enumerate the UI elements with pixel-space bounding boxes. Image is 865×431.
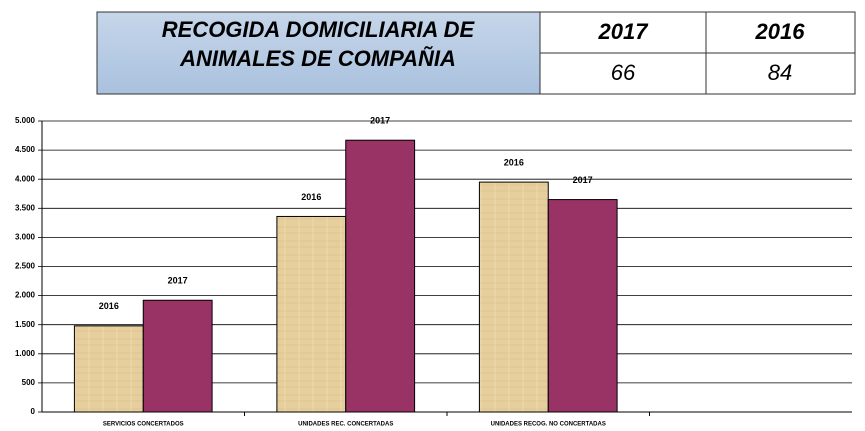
data-label: 2016 [504, 157, 524, 167]
y-tick-label: 0 [31, 407, 36, 416]
y-tick-label: 500 [22, 378, 36, 387]
y-tick-label: 1.000 [15, 349, 36, 358]
value-cell [539, 52, 707, 95]
data-label: 2017 [168, 276, 188, 286]
bar [345, 139, 416, 413]
data-label: 2017 [573, 175, 593, 185]
y-tick-label: 4.500 [15, 145, 36, 154]
y-tick-label: 2.500 [15, 262, 36, 271]
bar [276, 215, 347, 413]
x-tick-label: SERVICIOS CONCERTADOS [103, 422, 184, 426]
summary-table: RECOGIDA DOMICILIARIA DE ANIMALES DE COMP… [96, 11, 856, 95]
table-title: RECOGIDA DOMICILIARIA DE ANIMALES DE COMP… [162, 17, 476, 71]
y-tick-label: 5.000 [15, 116, 36, 125]
bar [478, 181, 549, 413]
bar [73, 325, 144, 413]
x-tick-label: UNIDADES RECOG. NO CONCERTADAS [491, 422, 606, 426]
header-cell [539, 11, 707, 54]
table-value: 84 [768, 60, 792, 85]
x-tick-label: UNIDADES REC. CONCERTADAS [298, 422, 393, 426]
y-tick-label: 4.000 [15, 174, 36, 183]
bar [547, 199, 618, 413]
data-label: 2016 [99, 301, 119, 311]
y-tick-label: 3.000 [15, 233, 36, 242]
value-cell [705, 52, 856, 95]
title-cell [96, 11, 541, 95]
column-header: 2016 [755, 19, 806, 44]
table-value: 66 [611, 60, 636, 85]
data-label: 2017 [370, 116, 390, 126]
y-tick-label: 1.500 [15, 320, 36, 329]
column-header: 2017 [598, 19, 650, 44]
data-label: 2016 [301, 192, 321, 202]
bar [142, 299, 213, 413]
header-cell [705, 11, 856, 54]
y-tick-label: 3.500 [15, 203, 36, 212]
y-tick-label: 2.000 [15, 291, 36, 300]
